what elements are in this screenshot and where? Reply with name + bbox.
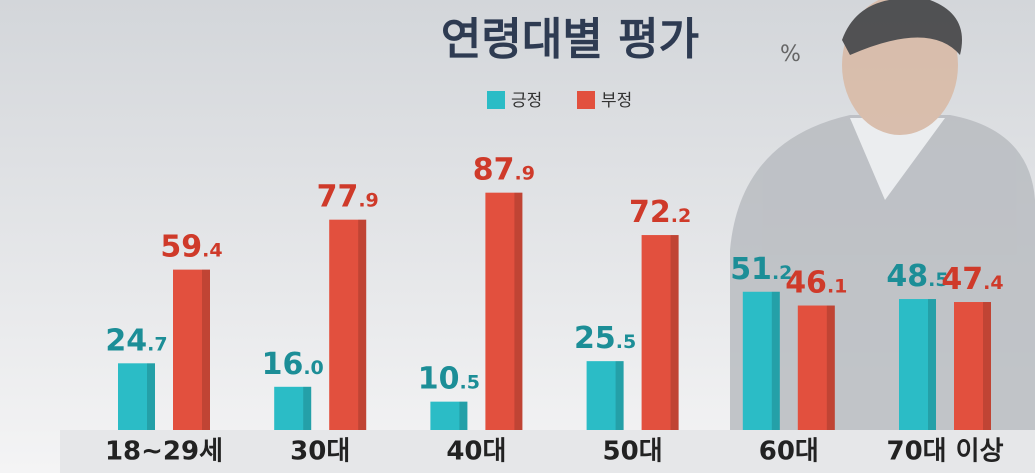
value-label: 77.9	[317, 179, 379, 214]
bar	[173, 269, 210, 430]
bar-shade	[983, 302, 991, 430]
bar-shade	[147, 363, 155, 430]
bar	[118, 363, 155, 430]
x-tick-label: 18~29세	[105, 437, 223, 467]
value-label: 47.4	[941, 262, 1003, 297]
bar-shade	[826, 305, 835, 430]
bar	[485, 192, 523, 430]
bar-shade	[459, 401, 468, 430]
bar-shade	[358, 219, 367, 430]
value-label: 48.5	[886, 259, 948, 294]
value-label: 59.4	[160, 229, 222, 264]
x-tick-label: 40대	[446, 437, 506, 467]
unit-label: %	[780, 42, 801, 67]
bar	[797, 305, 835, 430]
bar	[742, 291, 780, 430]
legend-label: 부정	[601, 91, 632, 111]
bar-shade	[670, 235, 679, 430]
value-label: 24.7	[105, 323, 167, 358]
legend-swatch	[487, 91, 505, 109]
bar	[641, 235, 679, 430]
bar-shade	[771, 291, 780, 430]
bar-shade	[514, 192, 523, 430]
legend-label: 긍정	[511, 91, 542, 111]
value-label: 10.5	[418, 361, 480, 396]
bar	[586, 361, 624, 430]
category-band	[60, 430, 1035, 473]
chart-title: 연령대별 평가	[441, 14, 699, 65]
bar	[329, 219, 367, 430]
value-label: 51.2	[730, 251, 792, 286]
bar-shade	[202, 269, 210, 430]
bar-shade	[303, 386, 312, 430]
x-tick-label: 70대 이상	[887, 437, 1004, 467]
bar	[954, 302, 991, 430]
bar	[274, 386, 312, 430]
value-label: 16.0	[262, 346, 324, 381]
value-label: 87.9	[473, 152, 535, 187]
bar-shade	[928, 299, 936, 430]
x-tick-label: 50대	[603, 437, 663, 467]
value-label: 46.1	[785, 265, 847, 300]
x-tick-label: 30대	[290, 437, 350, 467]
bar	[899, 299, 936, 430]
bar-shade	[615, 361, 624, 430]
legend-swatch	[577, 91, 595, 109]
bar	[430, 401, 468, 430]
value-label: 25.5	[574, 321, 636, 356]
value-label: 72.2	[629, 195, 691, 230]
x-tick-label: 60대	[759, 437, 819, 467]
